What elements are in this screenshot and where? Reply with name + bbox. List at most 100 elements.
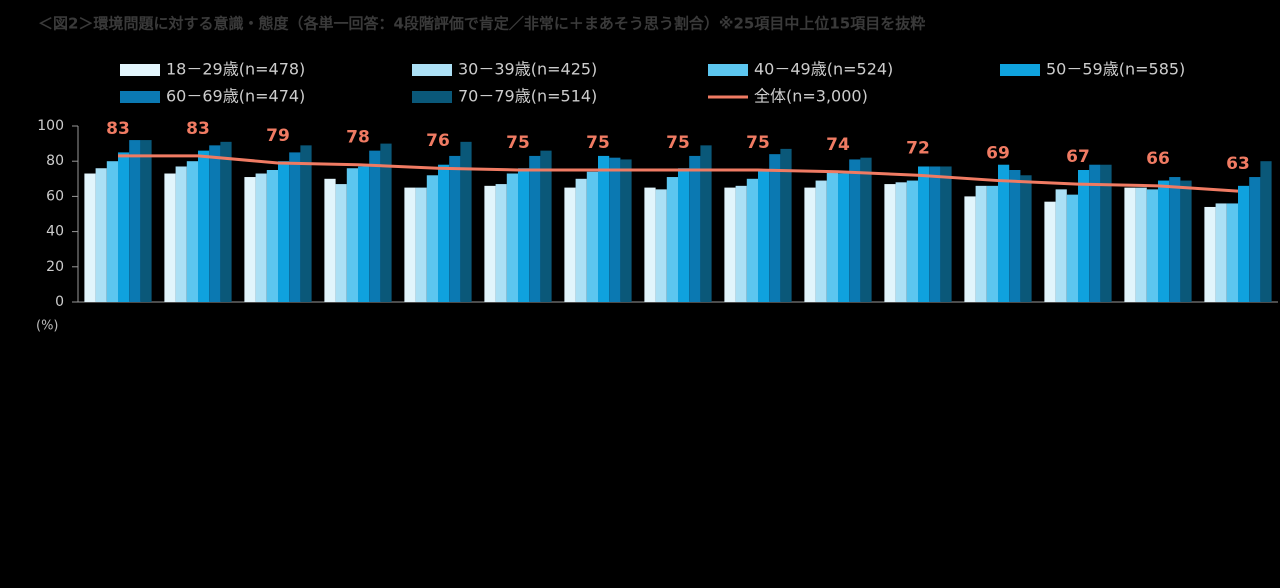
y-tick-label: 0 <box>55 294 64 310</box>
bar <box>1158 180 1170 302</box>
bar <box>735 185 747 302</box>
bar <box>129 140 141 302</box>
bar <box>255 173 267 302</box>
bar <box>358 166 370 302</box>
legend-swatch <box>412 64 452 76</box>
bar <box>460 141 472 302</box>
legend-label: 50－59歳(n=585) <box>1046 60 1185 79</box>
bar <box>620 159 632 302</box>
legend-swatch <box>120 64 160 76</box>
bar <box>860 157 872 302</box>
bar <box>415 187 427 302</box>
bar <box>724 187 736 302</box>
data-label: 69 <box>986 144 1010 164</box>
bar <box>746 178 758 302</box>
legend-swatch <box>1000 64 1040 76</box>
bar <box>106 161 118 302</box>
bar <box>1044 201 1056 302</box>
bar <box>1260 161 1272 302</box>
y-tick-label: 60 <box>46 188 64 204</box>
bar <box>289 152 301 302</box>
legend-label: 30－39歳(n=425) <box>458 60 597 79</box>
bar <box>780 148 792 302</box>
bar <box>1009 170 1021 302</box>
bar <box>1078 170 1090 302</box>
bar <box>826 171 838 302</box>
legend-label: 70－79歳(n=514) <box>458 87 597 106</box>
y-axis-label: (%) <box>36 319 59 334</box>
data-label: 67 <box>1066 147 1090 167</box>
bar <box>929 166 941 302</box>
bar <box>220 141 232 302</box>
bar <box>438 164 450 302</box>
bar <box>164 173 176 302</box>
bar <box>769 154 781 302</box>
chart-title: ＜図2＞環境問題に対する意識・態度（各単一回答：4段階評価で肯定／非常に＋まあそ… <box>38 15 925 33</box>
bar <box>598 155 610 302</box>
bar <box>1215 203 1227 302</box>
bar <box>506 173 518 302</box>
data-label: 66 <box>1146 149 1170 169</box>
bar <box>140 140 152 302</box>
data-label: 74 <box>826 135 850 155</box>
bar <box>118 152 130 302</box>
bar <box>1100 164 1112 302</box>
bar <box>575 178 587 302</box>
data-label: 63 <box>1226 154 1250 174</box>
data-label: 78 <box>346 128 370 148</box>
bar <box>678 168 690 302</box>
bar <box>975 185 987 302</box>
bar <box>666 177 678 302</box>
bar <box>986 185 998 302</box>
data-label: 75 <box>666 133 690 153</box>
legend-label: 60－69歳(n=474) <box>166 87 305 106</box>
data-label: 75 <box>506 133 530 153</box>
bar <box>1089 164 1101 302</box>
data-label: 79 <box>266 126 290 146</box>
bar <box>1238 185 1250 302</box>
bar <box>998 164 1010 302</box>
bar <box>1180 180 1192 302</box>
bar <box>804 187 816 302</box>
bar <box>209 145 221 302</box>
bar <box>198 150 210 302</box>
bar <box>186 161 198 302</box>
bar <box>815 180 827 302</box>
bar <box>895 182 907 302</box>
bar <box>884 184 896 302</box>
bar <box>586 171 598 302</box>
bar <box>655 189 667 302</box>
bar <box>1124 187 1136 302</box>
legend-label: 40－49歳(n=524) <box>754 60 893 79</box>
y-tick-label: 40 <box>46 224 64 240</box>
bar <box>380 143 392 302</box>
y-tick-label: 20 <box>46 259 64 275</box>
legend-label: 18－29歳(n=478) <box>166 60 305 79</box>
bar <box>426 175 438 302</box>
bar <box>369 150 381 302</box>
bar <box>1204 206 1216 302</box>
data-label: 83 <box>106 119 130 139</box>
bar <box>404 187 416 302</box>
bar <box>838 173 850 302</box>
bar <box>940 166 952 302</box>
bar <box>1135 187 1147 302</box>
bar <box>1249 177 1261 302</box>
bar <box>918 166 930 302</box>
bar <box>1169 177 1181 302</box>
legend-swatch <box>412 91 452 103</box>
data-label: 75 <box>586 133 610 153</box>
bar <box>906 180 918 302</box>
bar <box>1055 189 1067 302</box>
line <box>118 154 1239 193</box>
bar <box>300 145 312 302</box>
bar <box>700 145 712 302</box>
bar <box>449 155 461 302</box>
data-label: 75 <box>746 133 770 153</box>
bar <box>518 168 530 302</box>
bar <box>495 184 507 302</box>
bar <box>540 150 552 302</box>
bar <box>964 196 976 302</box>
bar <box>266 170 278 302</box>
